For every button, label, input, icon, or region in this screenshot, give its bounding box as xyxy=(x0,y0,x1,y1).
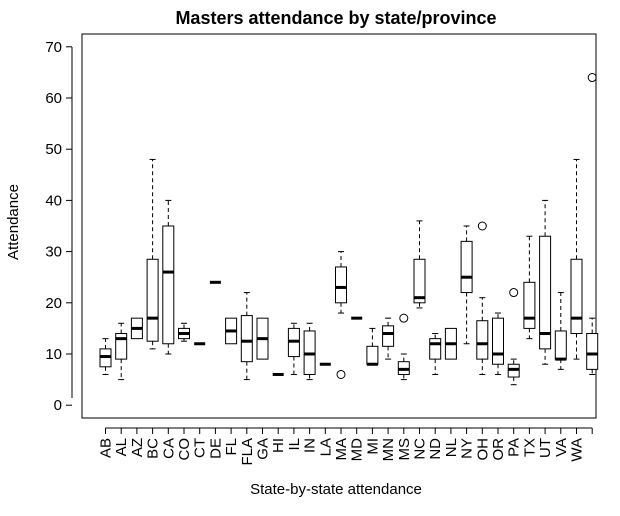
x-tick-label: FLA xyxy=(239,438,256,466)
x-tick-label: ND xyxy=(427,438,444,460)
box-iqr xyxy=(539,235,552,350)
x-tick-label: DE xyxy=(207,438,224,459)
box-iqr xyxy=(492,317,504,365)
box-VA xyxy=(554,292,567,370)
box-iqr xyxy=(429,338,442,360)
x-tick-label: IN xyxy=(302,438,319,453)
box-CA xyxy=(162,199,175,355)
x-tick-label: FL xyxy=(223,438,240,456)
x-tick-label: MS xyxy=(396,438,413,461)
x-tick-label: WA xyxy=(569,438,586,462)
x-tick-label: UT xyxy=(537,438,554,458)
box-FL xyxy=(225,317,238,345)
x-tick-label: BC xyxy=(145,438,162,459)
box-OR xyxy=(492,312,504,375)
box-AL xyxy=(115,322,128,381)
x-tick-label: NY xyxy=(459,438,476,459)
chart-title: Masters attendance by state/province xyxy=(175,8,496,28)
x-tick-label: MI xyxy=(364,438,381,455)
y-tick-label: 20 xyxy=(45,295,62,312)
box-AB xyxy=(99,338,112,375)
y-tick-label: 30 xyxy=(45,244,62,261)
x-tick-label: MD xyxy=(349,438,366,461)
box-iqr xyxy=(413,258,426,304)
box-iqr xyxy=(162,225,175,345)
outlier-point xyxy=(336,369,346,379)
box-iqr xyxy=(366,345,379,365)
y-tick-label: 10 xyxy=(45,346,62,363)
box-iqr xyxy=(570,258,583,335)
x-tick-label: LA xyxy=(317,438,334,456)
x-tick-label: AB xyxy=(98,438,115,458)
box-PA xyxy=(507,288,520,386)
box-NL xyxy=(444,327,457,360)
y-tick-label: 40 xyxy=(45,192,62,209)
box-TX xyxy=(523,235,536,340)
y-tick-label: 70 xyxy=(45,39,62,56)
box-AZ xyxy=(130,317,143,340)
x-tick-label: OH xyxy=(474,438,491,461)
box-CO xyxy=(178,322,190,342)
x-tick-label: NL xyxy=(443,438,460,457)
plot-frame xyxy=(81,33,597,419)
x-tick-label: HI xyxy=(270,438,287,453)
x-tick-label: NC xyxy=(412,438,429,460)
x-tick-label: GA xyxy=(255,438,272,460)
x-tick-label: IL xyxy=(286,438,303,451)
x-tick-label: PA xyxy=(506,438,523,457)
box-IL xyxy=(287,322,300,375)
box-GA xyxy=(256,317,269,360)
box-IN xyxy=(303,322,316,381)
box-iqr xyxy=(115,333,128,360)
y-axis-label: Attendance xyxy=(5,184,22,260)
box-iqr xyxy=(146,258,159,342)
box-UT xyxy=(539,199,552,365)
box-MS xyxy=(397,313,410,381)
x-tick-label: AZ xyxy=(129,438,146,457)
outlier-point xyxy=(509,288,519,298)
x-tick-label: MA xyxy=(333,438,350,461)
box-FLA xyxy=(240,292,253,381)
box-iqr xyxy=(240,315,253,363)
outlier-point xyxy=(399,313,409,323)
outlier-point xyxy=(477,221,487,231)
box-OH xyxy=(476,221,489,375)
box-iqr xyxy=(476,320,489,360)
box-iqr xyxy=(382,325,395,347)
box-iqr xyxy=(554,330,567,360)
x-tick-label: CA xyxy=(160,438,177,459)
box-iqr xyxy=(460,240,473,294)
box-ND xyxy=(429,333,442,375)
x-ticks: ABALAZBCCACOCTDEFLFLAGAHIILINLAMAMDMIMNM… xyxy=(98,427,593,466)
boxes xyxy=(99,73,599,386)
box-WA xyxy=(570,158,583,360)
box-NY xyxy=(460,225,473,345)
x-tick-label: MN xyxy=(380,438,397,461)
x-tick-label: VA xyxy=(553,438,570,457)
box-iqr xyxy=(586,333,599,370)
x-tick-label: CT xyxy=(192,438,209,458)
y-tick-label: 0 xyxy=(54,397,62,414)
outlier-point xyxy=(587,73,597,83)
box-MA xyxy=(335,251,347,379)
x-tick-label: CO xyxy=(176,438,193,461)
box-extra xyxy=(586,73,599,375)
x-tick-label: TX xyxy=(521,438,538,457)
y-tick-label: 60 xyxy=(45,90,62,107)
box-iqr xyxy=(523,281,536,329)
box-iqr xyxy=(335,266,347,304)
x-tick-label: AL xyxy=(113,438,130,456)
x-axis-label: State-by-state attendance xyxy=(250,481,422,498)
y-ticks: 0 10 20 30 40 50 60 70 xyxy=(45,39,72,414)
box-NC xyxy=(413,220,426,309)
box-MI xyxy=(366,327,379,366)
box-BC xyxy=(146,158,159,350)
y-tick-label: 50 xyxy=(45,141,62,158)
x-tick-label: OR xyxy=(490,438,507,461)
box-MN xyxy=(382,317,395,360)
